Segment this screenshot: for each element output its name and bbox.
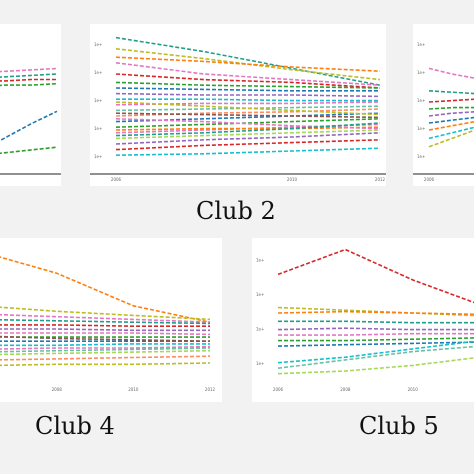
chart-svg-club1-partial [0,67,61,175]
series-line-0 [115,36,381,86]
y-tick-label: 1e+ [256,292,264,297]
series-line-12 [0,355,211,361]
series-line-7 [428,126,474,140]
series-line-6 [115,87,380,92]
y-tick-label: 1e+ [417,98,425,103]
chart-svg-club2: 2006 2010 2012 1e+ 1e+ 1e+ 1e+ 1e+ [90,36,386,182]
series-line-5 [0,78,57,82]
series-line-14 [0,335,211,342]
series-line-0 [0,256,211,323]
series-line-6 [278,337,474,342]
y-tick-label: 1e+ [94,154,102,159]
chart-panel-club5: 2006 2008 2010 1e+ 1e+ 1e+ 1e+ [252,238,474,402]
series-line-1 [428,90,474,95]
series-line-0 [428,67,474,79]
series-line-2 [0,313,211,323]
caption-club4: Club 4 [35,412,115,440]
series-line-15 [115,129,381,140]
series-line-8 [428,129,474,148]
y-tick-label: 1e+ [417,126,425,131]
series-line-15 [0,347,211,353]
series-line-5 [0,328,210,332]
chart-svg-club3-partial: 2006 1e+ 1e+ 1e+ 1e+ 1e+ [413,42,474,182]
y-tick-label: 1e+ [256,361,264,366]
series-line-2 [0,82,58,87]
y-tick-label: 1e+ [417,42,425,47]
series-line-6 [0,332,211,336]
x-tick-label: 2010 [287,177,298,182]
series-line-20 [115,112,381,119]
series-line-3 [428,106,474,110]
y-tick-label: 1e+ [417,154,425,159]
x-tick-label: 2010 [408,387,419,392]
series-line-7 [115,92,381,98]
x-tick-label: 2010 [128,387,139,392]
series-line-11 [0,349,211,356]
chart-panel-club4: 2008 2010 2012 [0,238,222,402]
series-line-17 [115,139,381,151]
series-line-9 [0,343,210,347]
y-tick-label: 1e+ [94,70,102,75]
x-tick-label: 2012 [205,387,216,392]
series-line-0 [0,67,58,73]
series-line-3 [0,110,58,142]
series-line-7 [277,341,474,347]
series-line-5 [278,332,474,336]
series-line-2 [277,310,474,316]
series-line-6 [428,120,474,131]
y-tick-label: 1e+ [256,326,264,331]
series-line-4 [115,73,381,89]
series-line-18 [115,147,381,156]
series-line-1 [0,73,58,78]
x-tick-label: 2008 [52,387,63,392]
y-tick-label: 1e+ [94,98,102,103]
chart-panel-club1 [0,24,61,186]
x-tick-label: 2008 [340,387,351,392]
chart-svg-club5: 2006 2008 2010 1e+ 1e+ 1e+ 1e+ [256,248,474,392]
caption-club5: Club 5 [359,412,439,440]
chart-panel-club2: 2006 2010 2012 1e+ 1e+ 1e+ 1e+ 1e+ [90,24,386,186]
series-line-5 [115,81,381,89]
series-line-10 [277,357,474,375]
series-line-19 [115,126,381,131]
series-line-3 [0,318,211,325]
chart-svg-club4: 2008 2010 2012 [0,256,216,392]
series-line-10 [0,345,211,350]
series-line-16 [115,132,381,145]
series-line-23 [115,122,381,137]
x-tick-label: 2006 [273,387,284,392]
x-tick-label: 2006 [111,177,122,182]
series-line-4 [277,327,474,331]
series-line-4 [0,146,58,155]
series-line-13 [0,362,211,367]
series-line-8 [116,98,380,102]
series-line-9 [277,345,474,369]
series-line-3 [115,62,381,86]
x-tick-label: 2012 [375,177,386,182]
series-line-21 [115,101,381,116]
y-tick-label: 1e+ [94,126,102,131]
y-tick-label: 1e+ [94,42,102,47]
y-tick-label: 1e+ [256,257,264,262]
series-line-8 [277,340,474,364]
caption-club2: Club 2 [196,197,276,225]
x-tick-label: 2006 [424,177,435,182]
series-line-3 [278,320,474,324]
chart-panel-club3: 2006 1e+ 1e+ 1e+ 1e+ 1e+ [413,24,474,186]
series-line-22 [115,118,381,130]
y-tick-label: 1e+ [417,70,425,75]
series-line-2 [428,98,474,103]
series-line-4 [428,111,474,117]
series-line-1 [0,306,211,321]
series-line-0 [277,248,474,304]
series-line-2 [115,56,381,72]
series-line-4 [0,324,210,327]
